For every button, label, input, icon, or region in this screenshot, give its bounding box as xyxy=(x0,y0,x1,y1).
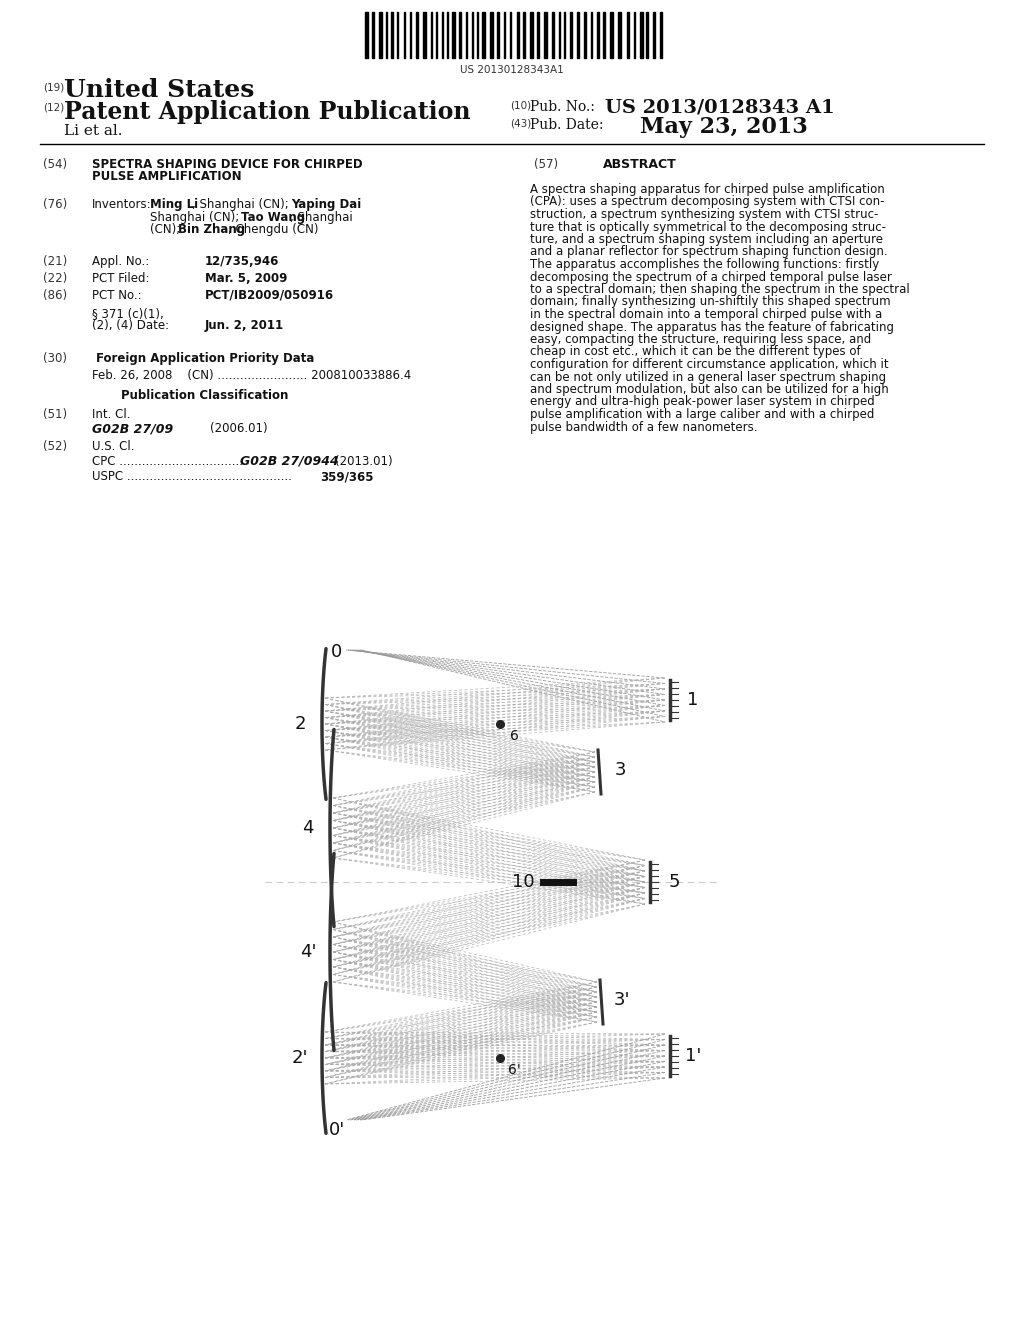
Text: 1': 1' xyxy=(685,1047,701,1065)
Text: and a planar reflector for spectrum shaping function design.: and a planar reflector for spectrum shap… xyxy=(530,246,888,259)
Text: Appl. No.:: Appl. No.: xyxy=(92,255,150,268)
Text: The apparatus accomplishes the following functions: firstly: The apparatus accomplishes the following… xyxy=(530,257,880,271)
Text: PCT/IB2009/050916: PCT/IB2009/050916 xyxy=(205,289,334,302)
Text: G02B 27/09: G02B 27/09 xyxy=(92,422,173,436)
Text: (2013.01): (2013.01) xyxy=(335,455,392,469)
Text: (76): (76) xyxy=(43,198,68,211)
Text: (51): (51) xyxy=(43,408,68,421)
Text: US 20130128343A1: US 20130128343A1 xyxy=(460,65,564,75)
Text: designed shape. The apparatus has the feature of fabricating: designed shape. The apparatus has the fe… xyxy=(530,321,894,334)
Text: Tao Wang: Tao Wang xyxy=(241,210,305,223)
Text: United States: United States xyxy=(63,78,254,102)
Text: 4: 4 xyxy=(302,818,313,837)
Text: (86): (86) xyxy=(43,289,68,302)
Text: energy and ultra-high peak-power laser system in chirped: energy and ultra-high peak-power laser s… xyxy=(530,396,874,408)
Text: (22): (22) xyxy=(43,272,68,285)
Text: Li et al.: Li et al. xyxy=(63,124,123,139)
Text: § 371 (c)(1),: § 371 (c)(1), xyxy=(92,308,164,319)
Text: PCT No.:: PCT No.: xyxy=(92,289,141,302)
Text: ture, and a spectrum shaping system including an aperture: ture, and a spectrum shaping system incl… xyxy=(530,234,883,246)
Text: can be not only utilized in a general laser spectrum shaping: can be not only utilized in a general la… xyxy=(530,371,886,384)
Text: (52): (52) xyxy=(43,440,68,453)
Text: 359/365: 359/365 xyxy=(319,470,374,483)
Text: 3: 3 xyxy=(614,762,626,779)
Text: (54): (54) xyxy=(43,158,68,172)
Text: May 23, 2013: May 23, 2013 xyxy=(640,116,808,139)
Text: Patent Application Publication: Patent Application Publication xyxy=(63,100,470,124)
Text: struction, a spectrum synthesizing system with CTSI struc-: struction, a spectrum synthesizing syste… xyxy=(530,209,879,220)
Text: Int. Cl.: Int. Cl. xyxy=(92,408,130,421)
Text: SPECTRA SHAPING DEVICE FOR CHIRPED: SPECTRA SHAPING DEVICE FOR CHIRPED xyxy=(92,158,362,172)
Text: Publication Classification: Publication Classification xyxy=(121,389,289,403)
Text: 5: 5 xyxy=(669,873,680,891)
Text: 0: 0 xyxy=(332,643,343,661)
Text: 1: 1 xyxy=(687,690,698,709)
Text: (CN);: (CN); xyxy=(150,223,184,236)
Text: 2': 2' xyxy=(292,1049,308,1067)
Text: (12): (12) xyxy=(43,102,65,112)
Text: 6: 6 xyxy=(510,729,518,743)
Text: 4': 4' xyxy=(300,942,316,961)
Text: (30): (30) xyxy=(43,352,67,366)
Text: Inventors:: Inventors: xyxy=(92,198,152,211)
Text: , Shanghai (CN);: , Shanghai (CN); xyxy=(193,198,293,211)
Text: (10): (10) xyxy=(510,100,531,110)
Text: G02B 27/0944: G02B 27/0944 xyxy=(240,455,339,469)
Text: pulse bandwidth of a few nanometers.: pulse bandwidth of a few nanometers. xyxy=(530,421,758,433)
Text: PCT Filed:: PCT Filed: xyxy=(92,272,150,285)
Text: (21): (21) xyxy=(43,255,68,268)
Text: in the spectral domain into a temporal chirped pulse with a: in the spectral domain into a temporal c… xyxy=(530,308,883,321)
Text: and spectrum modulation, but also can be utilized for a high: and spectrum modulation, but also can be… xyxy=(530,383,889,396)
Text: 6': 6' xyxy=(508,1063,520,1077)
Text: to a spectral domain; then shaping the spectrum in the spectral: to a spectral domain; then shaping the s… xyxy=(530,282,909,296)
Text: (19): (19) xyxy=(43,82,65,92)
Text: pulse amplification with a large caliber and with a chirped: pulse amplification with a large caliber… xyxy=(530,408,874,421)
Text: 2: 2 xyxy=(294,715,306,733)
Text: Pub. No.:: Pub. No.: xyxy=(530,100,595,114)
Text: , Chengdu (CN): , Chengdu (CN) xyxy=(228,223,318,236)
Text: Pub. Date:: Pub. Date: xyxy=(530,117,603,132)
Text: (CPA): uses a spectrum decomposing system with CTSI con-: (CPA): uses a spectrum decomposing syste… xyxy=(530,195,885,209)
Text: (2), (4) Date:: (2), (4) Date: xyxy=(92,319,169,333)
Text: cheap in cost etc., which it can be the different types of: cheap in cost etc., which it can be the … xyxy=(530,346,860,359)
Text: Feb. 26, 2008    (CN) ........................ 200810033886.4: Feb. 26, 2008 (CN) .....................… xyxy=(92,370,412,381)
Text: Foreign Application Priority Data: Foreign Application Priority Data xyxy=(96,352,314,366)
Text: (43): (43) xyxy=(510,117,531,128)
Text: PULSE AMPLIFICATION: PULSE AMPLIFICATION xyxy=(92,170,242,183)
Text: Ming Li: Ming Li xyxy=(150,198,198,211)
Text: U.S. Cl.: U.S. Cl. xyxy=(92,440,134,453)
Text: configuration for different circumstance application, which it: configuration for different circumstance… xyxy=(530,358,889,371)
Text: (57): (57) xyxy=(534,158,558,172)
Text: decomposing the spectrum of a chirped temporal pulse laser: decomposing the spectrum of a chirped te… xyxy=(530,271,892,284)
Text: Shanghai (CN);: Shanghai (CN); xyxy=(150,210,243,223)
Text: 0': 0' xyxy=(329,1121,345,1139)
Text: CPC .................................: CPC ................................. xyxy=(92,455,243,469)
Text: US 2013/0128343 A1: US 2013/0128343 A1 xyxy=(605,98,835,116)
Text: ABSTRACT: ABSTRACT xyxy=(603,158,677,172)
Text: domain; finally synthesizing un-shiftily this shaped spectrum: domain; finally synthesizing un-shiftily… xyxy=(530,296,891,309)
Text: (2006.01): (2006.01) xyxy=(210,422,267,436)
Text: USPC ............................................: USPC ...................................… xyxy=(92,470,292,483)
Text: Bin Zhang: Bin Zhang xyxy=(178,223,245,236)
Text: Yaping Dai: Yaping Dai xyxy=(291,198,361,211)
Text: Jun. 2, 2011: Jun. 2, 2011 xyxy=(205,319,284,333)
Text: A spectra shaping apparatus for chirped pulse amplification: A spectra shaping apparatus for chirped … xyxy=(530,183,885,195)
Text: 10: 10 xyxy=(512,873,535,891)
Text: ture that is optically symmetrical to the decomposing struc-: ture that is optically symmetrical to th… xyxy=(530,220,886,234)
Text: 3': 3' xyxy=(613,991,630,1008)
Text: easy, compacting the structure, requiring less space, and: easy, compacting the structure, requirin… xyxy=(530,333,871,346)
Text: Mar. 5, 2009: Mar. 5, 2009 xyxy=(205,272,288,285)
Text: 12/735,946: 12/735,946 xyxy=(205,255,280,268)
Text: , Shanghai: , Shanghai xyxy=(290,210,352,223)
